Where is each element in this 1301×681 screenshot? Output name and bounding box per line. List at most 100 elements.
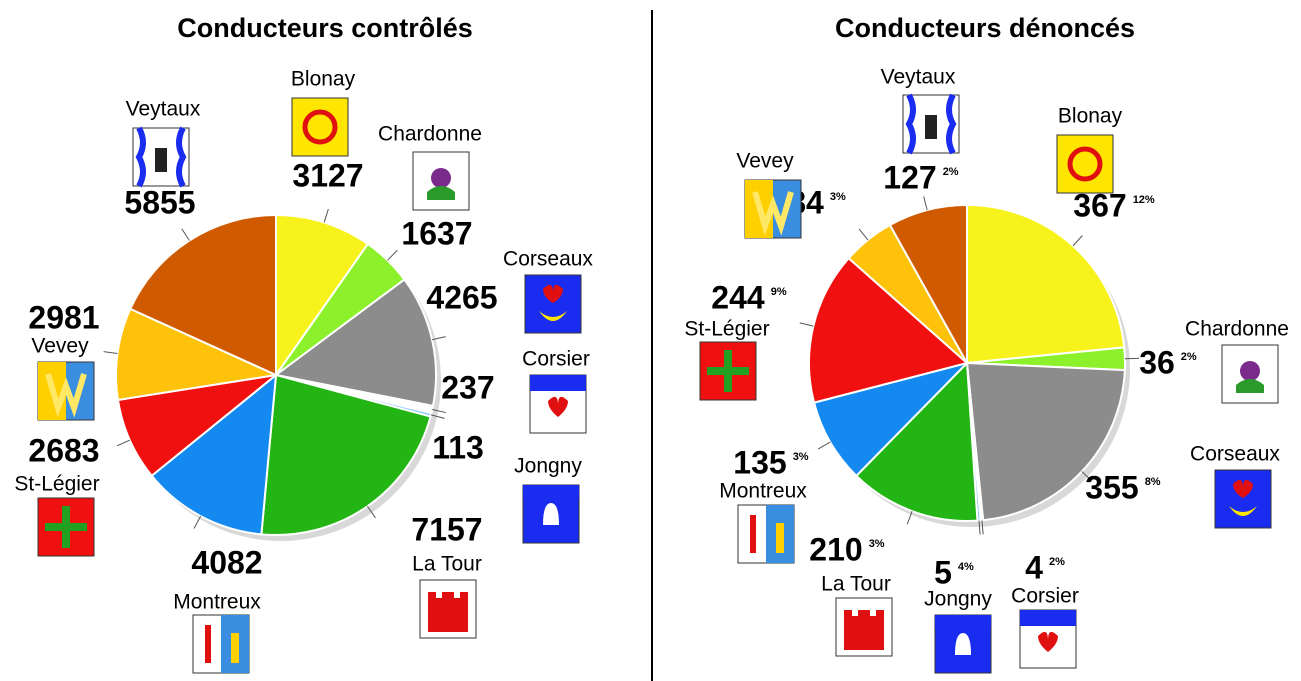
value-label: 36 (1139, 344, 1175, 380)
coat-of-arms (37, 497, 95, 557)
value-label: 210 (809, 531, 862, 567)
value-label: 113 (432, 429, 484, 465)
icon-bg (1214, 469, 1272, 529)
icon-symbol (1229, 506, 1257, 516)
percent-label: 12% (1133, 194, 1155, 206)
value-label: 7157 (411, 511, 482, 547)
pie-slice (128, 213, 277, 377)
icon-symbol (45, 373, 87, 418)
pie-slice (966, 203, 1126, 365)
icon-symbol (523, 485, 579, 499)
value-label: 127 (883, 159, 936, 195)
coat-of-arms (524, 274, 582, 334)
leader-line (906, 510, 913, 525)
category-label: La Tour (412, 553, 482, 576)
leader-line (858, 228, 869, 241)
pie-slice (812, 361, 971, 478)
category-label: Corsier (1011, 585, 1079, 608)
icon-symbol (427, 186, 455, 200)
category-label: Corseaux (503, 248, 593, 271)
value-label: 4265 (426, 279, 497, 315)
icon-symbol (1038, 631, 1058, 652)
icon-symbol (750, 515, 756, 553)
coat-of-arms (934, 614, 992, 674)
category-label: Montreux (173, 591, 261, 614)
icon-symbol (776, 523, 784, 553)
coat-of-arms (37, 361, 95, 421)
value-label: 135 (733, 444, 786, 480)
icon-symbol (905, 93, 957, 155)
icon-symbol (428, 592, 468, 632)
pie-slice (273, 278, 437, 408)
icon-symbol (539, 311, 567, 321)
icon-symbol (231, 633, 239, 663)
value-label: 2981 (28, 299, 99, 335)
icon-bg (524, 274, 582, 334)
leader-line (978, 520, 981, 535)
category-label: Blonay (1058, 105, 1123, 128)
pie-slice (275, 213, 370, 379)
icon-symbol (302, 109, 338, 145)
percent-label: 3% (793, 451, 809, 463)
chart-title: Conducteurs dénoncés (835, 13, 1135, 43)
value-label: 5 (934, 554, 952, 590)
value-label: 5855 (124, 184, 195, 220)
value-label: 355 (1085, 469, 1138, 505)
icon-symbol (135, 126, 187, 188)
coat-of-arms (529, 374, 587, 434)
chart-title: Conducteurs contrôlés (177, 13, 473, 43)
percent-label: 3% (869, 538, 885, 550)
icon-symbol (45, 506, 87, 548)
icon-symbol (1240, 361, 1260, 381)
leader-line (430, 414, 445, 419)
leader-line (1081, 471, 1093, 482)
category-label: Jongny (924, 588, 992, 611)
percent-label: 2% (1181, 351, 1197, 363)
percent-label: 2% (943, 166, 959, 178)
category-label: Chardonne (1185, 318, 1289, 341)
icon-symbol (543, 503, 559, 525)
leader-line (367, 506, 376, 519)
coat-of-arms (522, 484, 580, 544)
leader-line (799, 322, 814, 327)
leader-line (193, 515, 202, 529)
value-label: 4 (1025, 549, 1043, 585)
coat-of-arms (744, 179, 802, 239)
icon-symbol (548, 396, 568, 417)
leader-line (432, 409, 447, 414)
value-label: 237 (441, 369, 494, 405)
leader-line (181, 228, 190, 241)
value-label: 4082 (191, 544, 262, 580)
pie-slice (854, 360, 979, 522)
category-label: La Tour (821, 573, 891, 596)
pie-slice (808, 256, 970, 404)
leader-line (323, 208, 329, 223)
icon-symbol (1236, 379, 1264, 393)
icon-symbol (955, 633, 971, 655)
value-label: 3127 (292, 157, 363, 193)
coat-of-arms (419, 579, 477, 639)
icon-symbol (543, 284, 563, 303)
icon-symbol (431, 168, 451, 188)
coat-of-arms (1019, 609, 1077, 669)
coat-of-arms (902, 93, 960, 155)
icon-symbol (707, 350, 749, 392)
icon-symbol (205, 625, 211, 663)
category-label: Veytaux (881, 66, 956, 89)
icon-symbol (925, 115, 937, 139)
value-label: 244 (711, 279, 765, 315)
value-label: 2683 (28, 432, 99, 468)
percent-label: 8% (1145, 476, 1161, 488)
coat-of-arms (1221, 344, 1279, 404)
icon-symbol (1067, 146, 1103, 182)
icon-symbol (155, 148, 167, 172)
leader-line (817, 441, 831, 450)
category-label: Jongny (514, 455, 582, 478)
category-label: Blonay (291, 68, 356, 91)
percent-label: 4% (958, 561, 974, 573)
percent-label: 9% (771, 286, 787, 298)
value-label: 1637 (401, 215, 472, 251)
leader-line (387, 249, 398, 261)
icon-symbol (935, 615, 991, 629)
